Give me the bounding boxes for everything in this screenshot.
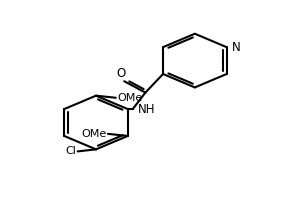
Text: NH: NH (138, 103, 155, 116)
Text: Cl: Cl (65, 146, 76, 156)
Text: OMe: OMe (117, 93, 143, 103)
Text: N: N (232, 41, 240, 54)
Text: OMe: OMe (81, 129, 107, 139)
Text: O: O (116, 67, 126, 80)
